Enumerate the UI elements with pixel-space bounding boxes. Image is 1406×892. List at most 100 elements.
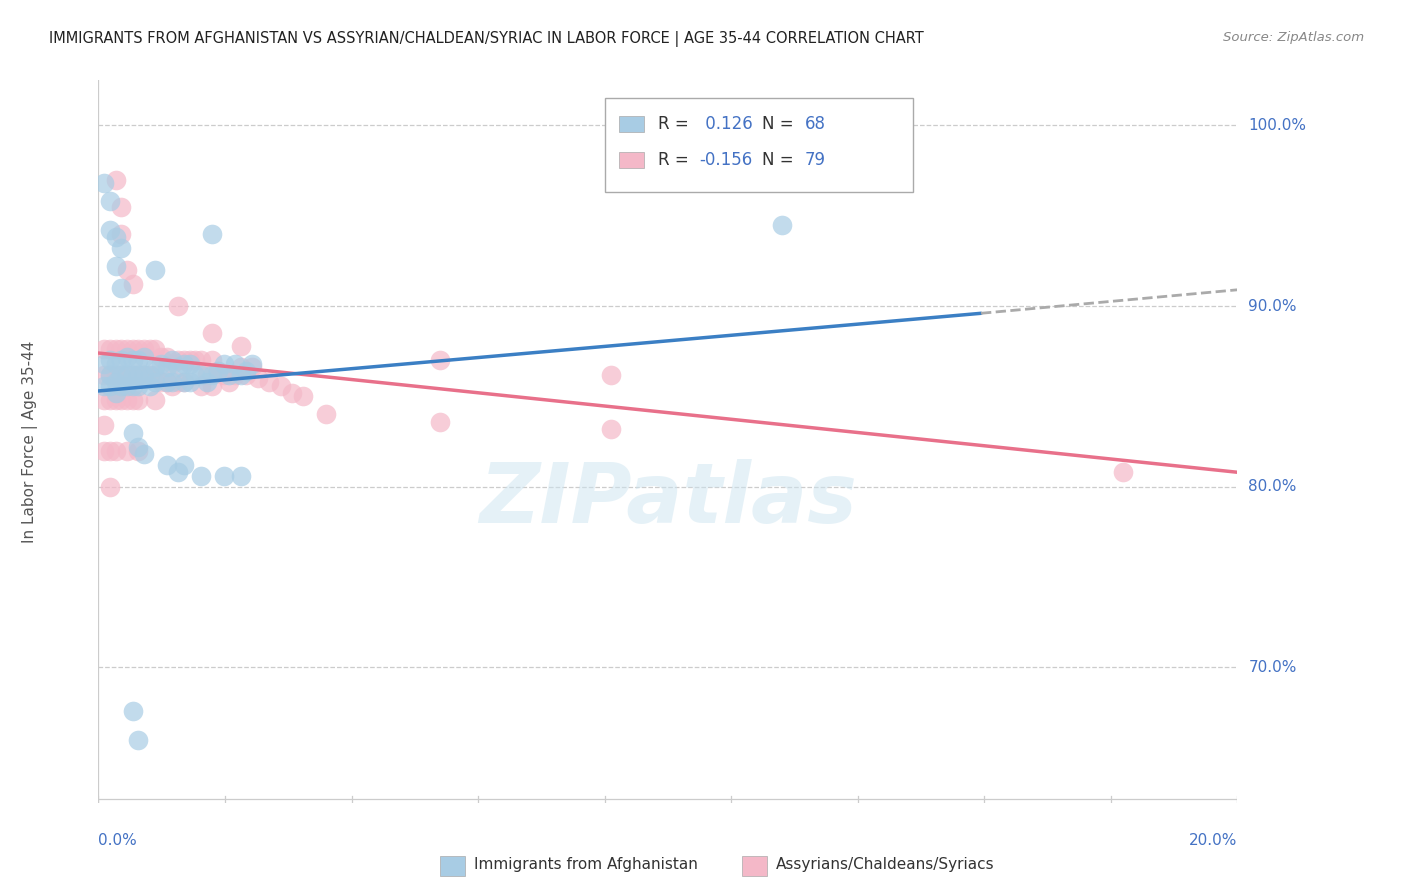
Text: Source: ZipAtlas.com: Source: ZipAtlas.com	[1223, 31, 1364, 45]
FancyBboxPatch shape	[742, 855, 766, 876]
Text: IMMIGRANTS FROM AFGHANISTAN VS ASSYRIAN/CHALDEAN/SYRIAC IN LABOR FORCE | AGE 35-: IMMIGRANTS FROM AFGHANISTAN VS ASSYRIAN/…	[49, 31, 924, 47]
Point	[98, 392, 121, 407]
Point	[110, 353, 132, 368]
Text: 0.0%: 0.0%	[98, 833, 138, 848]
Point	[184, 353, 207, 368]
Point	[121, 378, 143, 392]
Point	[207, 364, 229, 378]
Point	[145, 368, 167, 382]
Point	[127, 343, 149, 357]
Point	[212, 357, 235, 371]
Point	[115, 378, 138, 392]
Point	[121, 368, 143, 382]
Point	[138, 368, 160, 382]
Point	[98, 368, 121, 382]
Point	[93, 343, 115, 357]
Point	[98, 343, 121, 357]
Point	[240, 357, 263, 371]
Point	[156, 350, 179, 364]
Point	[138, 378, 160, 392]
Point	[110, 392, 132, 407]
Point	[156, 375, 179, 389]
Text: R =: R =	[658, 151, 693, 169]
Point	[132, 343, 155, 357]
Point	[229, 339, 252, 353]
Point	[150, 375, 173, 389]
FancyBboxPatch shape	[619, 116, 644, 132]
FancyBboxPatch shape	[619, 152, 644, 168]
Text: Assyrians/Chaldeans/Syriacs: Assyrians/Chaldeans/Syriacs	[776, 856, 994, 871]
Text: 70.0%: 70.0%	[1249, 660, 1296, 675]
Point	[115, 350, 138, 364]
Point	[207, 364, 229, 378]
Point	[98, 368, 121, 382]
Point	[104, 343, 127, 357]
Point	[600, 368, 623, 382]
Point	[104, 357, 127, 371]
Point	[201, 326, 224, 340]
Point	[173, 375, 195, 389]
Point	[173, 357, 195, 371]
Point	[127, 440, 149, 454]
Point	[98, 223, 121, 237]
Text: R =: R =	[658, 115, 693, 133]
Point	[104, 230, 127, 244]
Point	[98, 194, 121, 209]
Point	[115, 343, 138, 357]
Point	[167, 299, 190, 313]
Text: N =: N =	[762, 115, 799, 133]
Point	[224, 357, 246, 371]
Point	[145, 360, 167, 375]
Point	[173, 375, 195, 389]
Point	[93, 418, 115, 433]
Text: 0.126: 0.126	[700, 115, 752, 133]
Point	[201, 378, 224, 392]
Point	[190, 368, 212, 382]
Point	[121, 704, 143, 718]
Point	[770, 218, 793, 232]
Point	[156, 458, 179, 472]
Text: ZIPatlas: ZIPatlas	[479, 458, 856, 540]
Point	[195, 375, 218, 389]
Point	[127, 353, 149, 368]
Point	[156, 360, 179, 375]
Point	[167, 375, 190, 389]
Point	[167, 353, 190, 368]
Point	[259, 375, 281, 389]
Point	[167, 360, 190, 375]
Point	[150, 350, 173, 364]
Point	[121, 277, 143, 292]
Point	[110, 200, 132, 214]
Point	[104, 385, 127, 400]
Point	[224, 368, 246, 382]
FancyBboxPatch shape	[440, 855, 465, 876]
Point	[104, 172, 127, 186]
Point	[167, 465, 190, 479]
Text: N =: N =	[762, 151, 799, 169]
Point	[121, 392, 143, 407]
Point	[138, 343, 160, 357]
Point	[115, 263, 138, 277]
Point	[104, 260, 127, 274]
Point	[156, 375, 179, 389]
Point	[218, 375, 240, 389]
Point	[127, 368, 149, 382]
Point	[121, 353, 143, 368]
Point	[235, 364, 257, 378]
Point	[93, 378, 115, 392]
Point	[145, 343, 167, 357]
Text: -0.156: -0.156	[700, 151, 754, 169]
Point	[132, 350, 155, 364]
Point	[162, 375, 184, 389]
Text: 79: 79	[804, 151, 825, 169]
Point	[132, 368, 155, 382]
Point	[429, 353, 451, 368]
Point	[1112, 465, 1135, 479]
Point	[201, 368, 224, 382]
Point	[93, 368, 115, 382]
Point	[229, 368, 252, 382]
Point	[145, 263, 167, 277]
Point	[110, 368, 132, 382]
Point	[127, 732, 149, 747]
Point	[115, 368, 138, 382]
